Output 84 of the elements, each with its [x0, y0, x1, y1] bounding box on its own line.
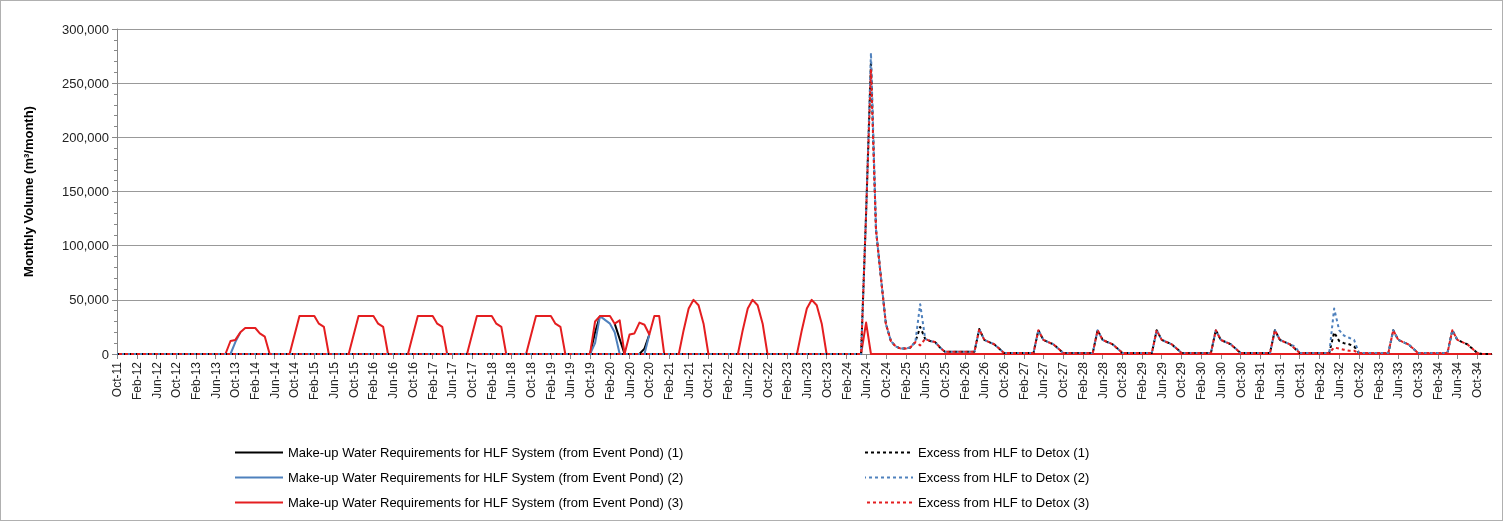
- x-tick-label: Jun-18: [504, 361, 519, 399]
- x-tick-label: Feb-27: [1016, 361, 1031, 401]
- x-tick-label: Feb-34: [1430, 361, 1445, 401]
- x-tick-label: Jun-34: [1450, 361, 1465, 399]
- x-tick-label: Oct-24: [878, 361, 893, 399]
- x-tick-label: Oct-15: [346, 361, 361, 399]
- x-tick-label: Jun-27: [1036, 361, 1051, 399]
- x-tick-label: Jun-31: [1272, 361, 1287, 399]
- x-tick-label: Feb-17: [425, 361, 440, 401]
- legend-label: Excess from HLF to Detox (1): [918, 445, 1090, 460]
- y-tick-label: 100,000: [62, 238, 109, 254]
- x-tick-label: Feb-18: [484, 361, 499, 401]
- x-tick-label: Oct-33: [1411, 361, 1426, 399]
- legend-label: Excess from HLF to Detox (2): [918, 470, 1090, 485]
- legend-label: Make-up Water Requirements for HLF System (from Event Pond) (2): [288, 470, 684, 485]
- x-tick-label: Feb-20: [602, 361, 617, 401]
- y-tick-label: 50,000: [69, 292, 109, 308]
- x-tick-label: Jun-33: [1391, 361, 1406, 399]
- x-tick-label: Feb-26: [957, 361, 972, 401]
- x-tick-label: Jun-28: [1095, 361, 1110, 399]
- x-tick-label: Jun-17: [445, 361, 460, 399]
- x-tick-label: Oct-29: [1174, 361, 1189, 399]
- x-tick-label: Feb-24: [839, 361, 854, 401]
- x-tick-label: Oct-18: [523, 361, 538, 399]
- x-tick-label: Feb-25: [898, 361, 913, 401]
- x-tick-label: Oct-19: [583, 361, 598, 399]
- x-tick-label: Feb-23: [780, 361, 795, 401]
- x-tick-label: Jun-25: [918, 361, 933, 399]
- x-tick-label: Jun-30: [1213, 361, 1228, 399]
- y-axis-title: Monthly Volume (m³/month): [21, 106, 36, 277]
- x-tick-label: Oct-32: [1351, 361, 1366, 399]
- x-tick-label: Feb-13: [189, 361, 204, 401]
- x-tick-label: Oct-31: [1292, 361, 1307, 399]
- x-tick-label: Feb-12: [129, 361, 144, 401]
- x-tick-label: Oct-11: [110, 361, 124, 398]
- x-tick-label: Feb-33: [1371, 361, 1386, 401]
- x-tick-label: Feb-15: [307, 361, 322, 401]
- x-tick-label: Feb-31: [1253, 361, 1268, 401]
- x-tick-label: Jun-32: [1332, 361, 1347, 399]
- x-tick-label: Oct-26: [997, 361, 1012, 399]
- y-tick-label: 250,000: [62, 75, 109, 91]
- x-tick-label: Feb-19: [543, 361, 558, 401]
- x-tick-label: Jun-23: [799, 361, 814, 399]
- x-tick-label: Feb-30: [1194, 361, 1209, 401]
- x-tick-label: Jun-14: [267, 361, 282, 399]
- x-tick-label: Feb-21: [662, 361, 677, 401]
- x-tick-label: Feb-32: [1312, 361, 1327, 401]
- x-tick-label: Jun-16: [386, 361, 401, 399]
- x-tick-label: Oct-17: [464, 361, 479, 399]
- legend-label: Make-up Water Requirements for HLF System (from Event Pond) (3): [288, 495, 684, 510]
- x-tick-label: Jun-13: [208, 361, 223, 399]
- x-tick-label: Jun-12: [149, 361, 164, 399]
- x-tick-label: Oct-12: [169, 361, 184, 399]
- x-tick-label: Jun-26: [977, 361, 992, 399]
- x-tick-label: Oct-14: [287, 361, 302, 399]
- x-tick-label: Oct-21: [701, 361, 716, 399]
- x-tick-label: Oct-34: [1470, 361, 1485, 399]
- legend-label: Excess from HLF to Detox (3): [918, 495, 1090, 510]
- y-tick-label: 200,000: [62, 129, 109, 145]
- x-tick-label: Feb-14: [248, 361, 263, 401]
- x-tick-label: Oct-27: [1056, 361, 1071, 399]
- x-tick-label: Jun-21: [681, 361, 696, 399]
- x-tick-label: Oct-28: [1115, 361, 1130, 399]
- legend-label: Make-up Water Requirements for HLF System (from Event Pond) (1): [288, 445, 684, 460]
- x-tick-label: Oct-23: [819, 361, 834, 399]
- y-tick-label: 150,000: [62, 184, 109, 199]
- x-tick-label: Jun-20: [622, 361, 637, 399]
- x-tick-label: Jun-19: [563, 361, 578, 399]
- x-tick-label: Feb-22: [721, 361, 736, 401]
- x-tick-label: Oct-30: [1233, 361, 1248, 399]
- x-tick-label: Oct-22: [760, 361, 775, 399]
- y-tick-label: 300,000: [62, 21, 109, 37]
- y-tick-label: 0: [101, 346, 109, 362]
- x-tick-label: Jun-24: [859, 361, 874, 399]
- x-tick-label: Oct-25: [937, 361, 952, 399]
- x-tick-label: Feb-28: [1076, 361, 1091, 401]
- x-tick-label: Feb-16: [366, 361, 381, 401]
- x-tick-label: Feb-29: [1135, 361, 1150, 401]
- x-tick-label: Jun-22: [740, 361, 755, 399]
- x-tick-label: Jun-15: [326, 361, 341, 399]
- x-tick-label: Jun-29: [1154, 361, 1169, 399]
- x-tick-label: Oct-16: [405, 361, 420, 399]
- x-tick-label: Oct-13: [228, 361, 243, 399]
- x-tick-label: Oct-20: [642, 361, 657, 399]
